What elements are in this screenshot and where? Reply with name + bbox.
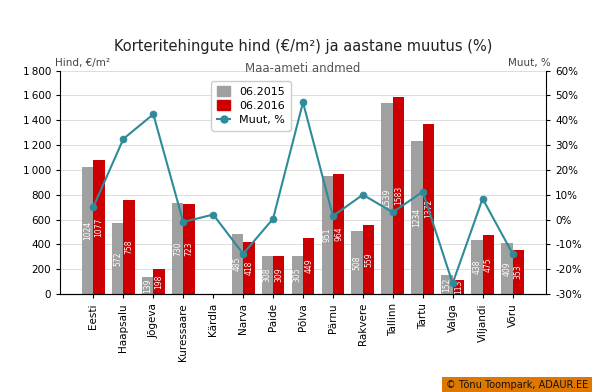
Bar — [322, 176, 333, 294]
Muut, % — [419, 189, 427, 194]
Text: 1583: 1583 — [394, 186, 403, 205]
Muut, % — [239, 251, 247, 256]
Muut, % — [120, 136, 127, 141]
Muut, % — [389, 210, 397, 215]
Text: 409: 409 — [502, 261, 511, 276]
Legend: 06.2015, 06.2016, Muut, %: 06.2015, 06.2016, Muut, % — [211, 81, 290, 131]
Bar — [423, 124, 434, 294]
Muut, % — [209, 212, 217, 217]
Text: 964: 964 — [334, 227, 343, 241]
Title: Korteritehingute hind (€/m²) ja aastane muutus (%): Korteritehingute hind (€/m²) ja aastane … — [114, 39, 492, 54]
Text: 1372: 1372 — [424, 199, 433, 218]
Muut, % — [449, 281, 456, 286]
Bar — [333, 174, 344, 294]
Text: 139: 139 — [143, 278, 152, 292]
Text: 951: 951 — [323, 228, 332, 242]
Bar — [142, 277, 154, 294]
Bar — [412, 141, 423, 294]
Bar — [452, 280, 464, 294]
Text: 305: 305 — [293, 268, 302, 282]
Muut, % — [299, 100, 307, 105]
Muut, % — [150, 112, 157, 116]
Bar — [124, 200, 135, 294]
Text: Hind, €/m²: Hind, €/m² — [55, 58, 110, 68]
Text: 418: 418 — [244, 261, 253, 275]
Muut, % — [90, 204, 97, 209]
Bar — [183, 204, 194, 294]
Bar — [292, 256, 303, 294]
Bar — [232, 234, 243, 294]
Text: 1024: 1024 — [83, 221, 92, 240]
Muut, % — [479, 196, 486, 201]
Text: 508: 508 — [353, 255, 362, 270]
Text: 485: 485 — [233, 257, 242, 271]
Bar — [273, 256, 284, 294]
Bar — [303, 238, 314, 294]
Text: 1077: 1077 — [95, 218, 104, 237]
Text: 353: 353 — [514, 265, 523, 279]
Muut, % — [509, 251, 516, 256]
Text: 723: 723 — [184, 242, 193, 256]
Text: 449: 449 — [304, 259, 313, 274]
Bar — [352, 231, 363, 294]
Text: 572: 572 — [113, 251, 122, 266]
Text: 198: 198 — [155, 274, 164, 289]
Bar — [82, 167, 94, 294]
Bar — [382, 103, 393, 294]
Text: 758: 758 — [125, 240, 134, 254]
Text: 438: 438 — [472, 260, 481, 274]
Text: Maa-ameti andmed: Maa-ameti andmed — [245, 62, 361, 74]
Bar — [471, 240, 482, 294]
Text: 1234: 1234 — [413, 208, 422, 227]
Bar — [262, 256, 273, 294]
Muut, % — [269, 216, 277, 221]
Text: 309: 309 — [274, 267, 283, 282]
Muut, % — [359, 192, 367, 197]
Text: 113: 113 — [454, 280, 463, 294]
Muut, % — [329, 214, 337, 218]
Text: 559: 559 — [364, 252, 373, 267]
Bar — [482, 235, 494, 294]
Bar — [393, 98, 404, 294]
Bar — [154, 269, 165, 294]
Bar — [512, 250, 524, 294]
Bar — [243, 242, 254, 294]
Bar — [94, 160, 105, 294]
Text: 152: 152 — [442, 278, 451, 292]
Bar — [172, 203, 183, 294]
Text: © Tõnu Toompark, ADAUR.EE: © Tõnu Toompark, ADAUR.EE — [446, 380, 588, 390]
Bar — [441, 275, 452, 294]
Bar — [501, 243, 512, 294]
Text: 475: 475 — [484, 257, 493, 272]
Text: Muut, %: Muut, % — [508, 58, 551, 68]
Text: 1539: 1539 — [383, 189, 392, 208]
Text: 308: 308 — [263, 268, 272, 282]
Text: 730: 730 — [173, 241, 182, 256]
Line: Muut, %: Muut, % — [90, 99, 516, 287]
Bar — [112, 223, 124, 294]
Muut, % — [179, 220, 187, 224]
Bar — [363, 225, 374, 294]
